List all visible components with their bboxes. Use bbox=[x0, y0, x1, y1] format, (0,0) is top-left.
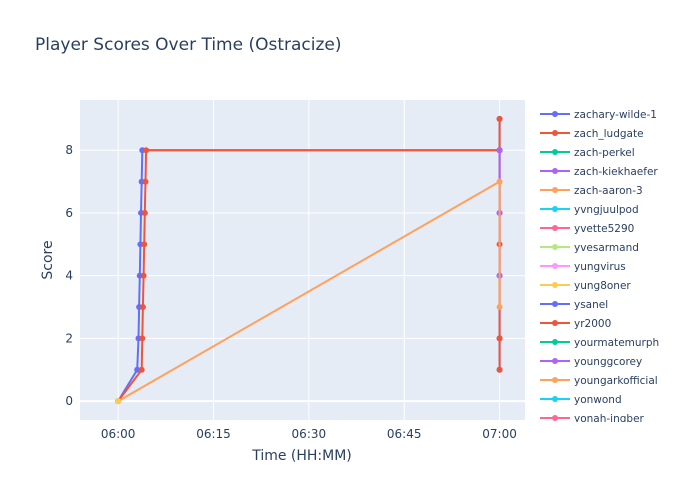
y-tick-label: 2 bbox=[65, 331, 73, 345]
legend-label: yonah-ingber bbox=[574, 413, 645, 425]
legend-label: yung8oner bbox=[574, 280, 631, 292]
data-point bbox=[115, 398, 122, 405]
legend-item[interactable]: ysanel bbox=[540, 299, 608, 311]
legend-label: yungvirus bbox=[574, 261, 626, 273]
legend-swatch-marker bbox=[552, 263, 558, 269]
legend-swatch-marker bbox=[552, 320, 558, 326]
legend-item[interactable]: yungvirus bbox=[540, 261, 626, 273]
legend-label: yonwond bbox=[574, 394, 622, 406]
legend-label: zachary-wilde-1 bbox=[574, 109, 657, 121]
legend-label: zach-perkel bbox=[574, 147, 635, 159]
legend-swatch-marker bbox=[552, 130, 558, 136]
legend-item[interactable]: yvngjuulpod bbox=[540, 204, 639, 216]
legend-swatch-marker bbox=[552, 415, 558, 421]
legend-label: zach_ludgate bbox=[574, 128, 644, 140]
legend-label: yvngjuulpod bbox=[574, 204, 639, 216]
legend-item[interactable]: yonwond bbox=[540, 394, 622, 406]
y-tick-label: 0 bbox=[65, 394, 73, 408]
data-point bbox=[496, 178, 503, 185]
data-point bbox=[496, 304, 503, 311]
data-point bbox=[141, 209, 148, 216]
legend-item[interactable]: yonah-ingber bbox=[540, 413, 645, 425]
legend-swatch-marker bbox=[552, 301, 558, 307]
legend-swatch-marker bbox=[552, 225, 558, 231]
x-tick-label: 07:00 bbox=[482, 427, 517, 441]
x-axis: 06:00 06:15 06:30 06:45 07:00 bbox=[101, 427, 517, 441]
legend-item[interactable]: youngarkofficial bbox=[540, 375, 658, 387]
series-yung8oner bbox=[115, 398, 122, 405]
x-tick-label: 06:15 bbox=[196, 427, 231, 441]
legend-swatch-marker bbox=[552, 244, 558, 250]
legend-item[interactable]: yvette5290 bbox=[540, 223, 634, 235]
data-point bbox=[142, 178, 149, 185]
data-point bbox=[134, 366, 141, 373]
legend-label: younggcorey bbox=[574, 356, 642, 368]
legend-swatch-marker bbox=[552, 339, 558, 345]
x-tick-label: 06:30 bbox=[292, 427, 327, 441]
data-point bbox=[496, 115, 503, 122]
data-point bbox=[143, 147, 150, 154]
legend-item[interactable]: yvesarmand bbox=[540, 242, 639, 254]
legend-label: zach-kiekhaefer bbox=[574, 166, 658, 178]
legend-item[interactable]: zach-kiekhaefer bbox=[540, 166, 658, 178]
y-axis: 0 2 4 6 8 bbox=[65, 143, 73, 408]
legend-swatch-marker bbox=[552, 149, 558, 155]
plot-background bbox=[80, 100, 525, 420]
series-layer bbox=[115, 115, 503, 405]
y-tick-label: 8 bbox=[65, 143, 73, 157]
x-tick-label: 06:00 bbox=[101, 427, 136, 441]
chart-title: Player Scores Over Time (Ostracize) bbox=[35, 35, 342, 55]
legend-swatch-marker bbox=[552, 282, 558, 288]
data-point bbox=[496, 366, 503, 373]
x-tick-label: 06:45 bbox=[387, 427, 422, 441]
legend-label: yvesarmand bbox=[574, 242, 639, 254]
legend[interactable]: zachary-wilde-1 zach_ludgate zach-perkel za… bbox=[540, 109, 659, 425]
legend-label: yr2000 bbox=[574, 318, 611, 330]
data-point bbox=[139, 335, 146, 342]
legend-swatch-marker bbox=[552, 396, 558, 402]
legend-item[interactable]: zach_ludgate bbox=[540, 128, 644, 140]
data-point bbox=[141, 241, 148, 248]
legend-label: youngarkofficial bbox=[574, 375, 658, 387]
legend-label: zach-aaron-3 bbox=[574, 185, 643, 197]
legend-label: yvette5290 bbox=[574, 223, 634, 235]
legend-item[interactable]: yung8oner bbox=[540, 280, 631, 292]
legend-label: yourmatemurph bbox=[574, 337, 659, 349]
y-axis-title: Score bbox=[40, 240, 56, 279]
data-point bbox=[139, 304, 146, 311]
legend-swatch-marker bbox=[552, 187, 558, 193]
legend-item[interactable]: yr2000 bbox=[540, 318, 611, 330]
legend-swatch-marker bbox=[552, 377, 558, 383]
legend-swatch-marker bbox=[552, 206, 558, 212]
legend-item[interactable]: zach-perkel bbox=[540, 147, 635, 159]
data-point bbox=[140, 272, 147, 279]
legend-swatch-marker bbox=[552, 358, 558, 364]
y-tick-label: 6 bbox=[65, 206, 73, 220]
data-point bbox=[496, 147, 503, 154]
data-point bbox=[496, 335, 503, 342]
legend-item[interactable]: yourmatemurph bbox=[540, 337, 659, 349]
legend-swatch-marker bbox=[552, 168, 558, 174]
data-point bbox=[138, 366, 145, 373]
y-tick-label: 4 bbox=[65, 269, 73, 283]
legend-label: ysanel bbox=[574, 299, 608, 311]
legend-item[interactable]: zachary-wilde-1 bbox=[540, 109, 657, 121]
x-axis-title: Time (HH:MM) bbox=[251, 448, 352, 464]
legend-item[interactable]: zach-aaron-3 bbox=[540, 185, 643, 197]
legend-item[interactable]: younggcorey bbox=[540, 356, 642, 368]
legend-swatch-marker bbox=[552, 111, 558, 117]
